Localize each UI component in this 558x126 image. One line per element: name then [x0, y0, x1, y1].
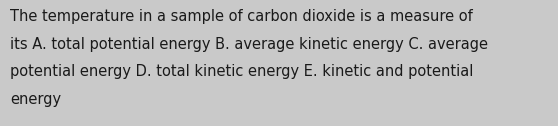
Text: potential energy D. total kinetic energy E. kinetic and potential: potential energy D. total kinetic energy…: [10, 64, 473, 79]
Text: its A. total potential energy B. average kinetic energy C. average: its A. total potential energy B. average…: [10, 37, 488, 52]
Text: energy: energy: [10, 92, 61, 107]
Text: The temperature in a sample of carbon dioxide is a measure of: The temperature in a sample of carbon di…: [10, 9, 473, 24]
